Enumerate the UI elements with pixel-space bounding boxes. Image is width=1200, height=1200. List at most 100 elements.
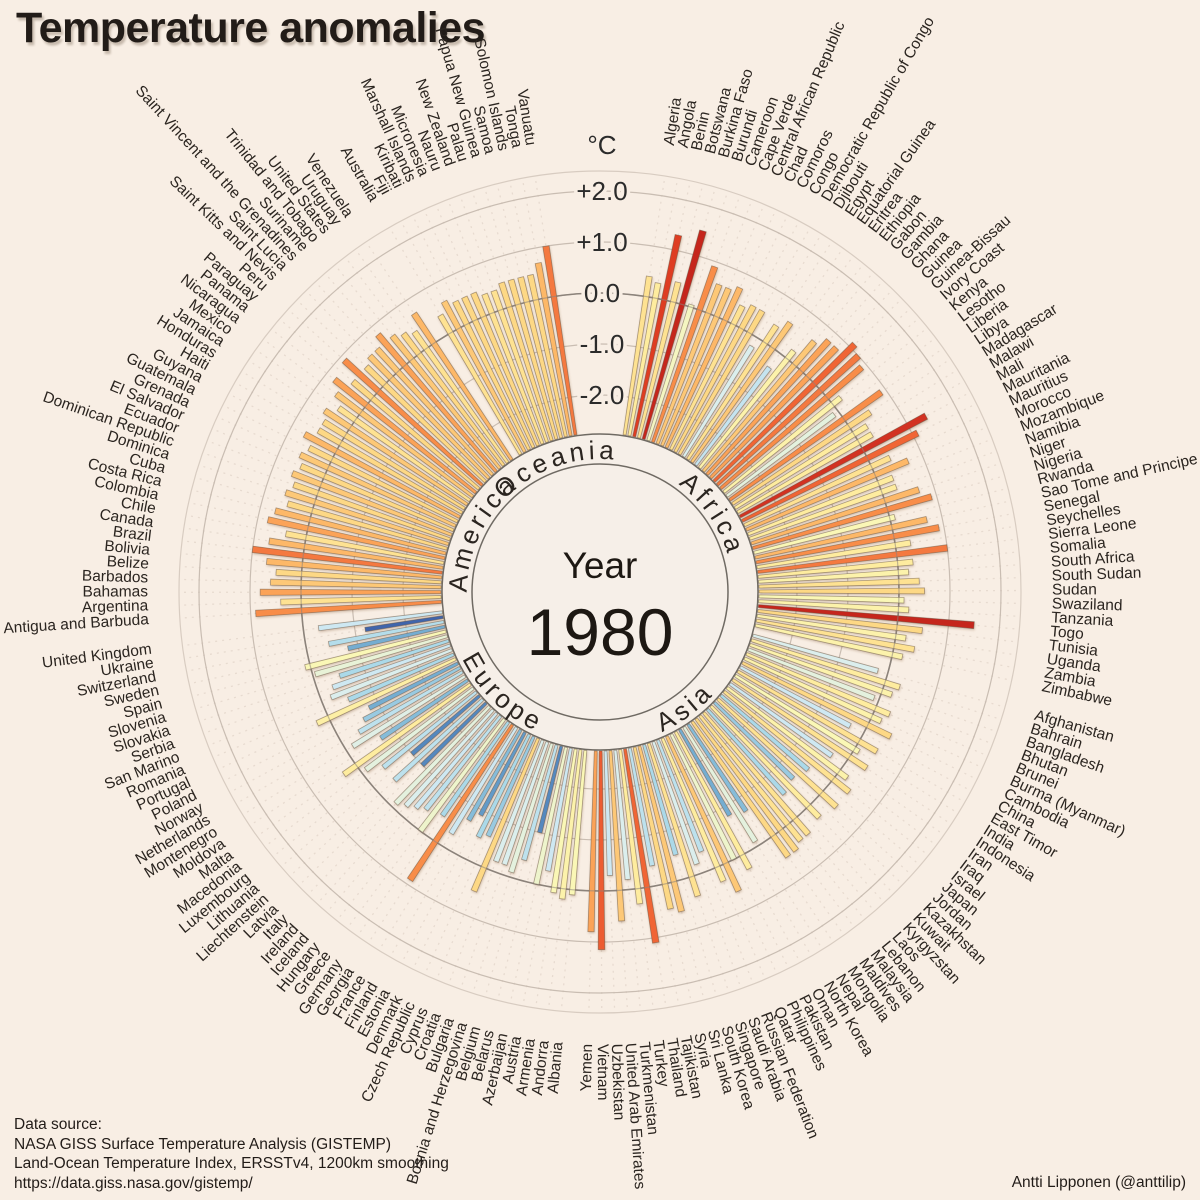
bar-japan (719, 693, 811, 773)
bar-bahamas (259, 588, 442, 596)
bar-rwanda (753, 513, 896, 555)
country-label-south-sudan: South Sudan (1051, 565, 1141, 585)
country-label-sudan: Sudan (1052, 581, 1097, 598)
center-year-value: 1980 (527, 595, 674, 669)
bar-maldives (690, 720, 792, 859)
credit-text: Antti Lipponen (@anttilip) (1011, 1174, 1186, 1191)
bar-guinea (712, 341, 858, 483)
bar-uganda (756, 613, 907, 642)
bar-jamaica (322, 407, 469, 507)
bar-benin (632, 234, 683, 438)
bar-serbia (331, 643, 452, 691)
bar-botswana (636, 281, 682, 439)
bar-ireland (403, 708, 495, 809)
bar-italy (393, 704, 492, 806)
bar-germany (439, 720, 511, 818)
bar-finland (466, 728, 523, 822)
bar-uzbekistan (603, 750, 613, 877)
bar-namibia (748, 483, 898, 541)
bar-swaziland (758, 594, 905, 604)
bar-netherlands (357, 670, 464, 735)
datasource-line: NASA GISS Surface Temperature Analysis (… (14, 1135, 392, 1153)
bar-suriname (375, 332, 498, 474)
bar-yemen (587, 750, 598, 933)
bar-turkmenistan (613, 749, 631, 881)
bar-montenegro (350, 674, 467, 749)
scale-labels: °C +2.0 +1.0 0.0 -1.0 -2.0 (573, 127, 631, 414)
datasource-line: https://data.giss.nasa.gov/gistemp/ (14, 1175, 253, 1193)
bar-niger (750, 486, 921, 546)
bar-norway (362, 665, 462, 723)
bar-afghanistan (752, 633, 879, 675)
bar-ethiopia (697, 348, 797, 470)
bar-saudi-arabia (651, 740, 700, 866)
bar-croatia (492, 739, 545, 863)
bar-liechtenstein (392, 697, 485, 783)
bar-sierra-leone (757, 544, 949, 574)
country-label-chile: Chile (119, 494, 157, 517)
bar-bhutan (747, 647, 876, 702)
bar-somalia (757, 558, 914, 579)
bar-libya (731, 409, 873, 506)
bar-south-africa (758, 568, 910, 584)
bar-jordan (716, 697, 839, 810)
bar-new-zealand (490, 289, 549, 444)
bar-cape-verde (655, 283, 723, 445)
bar-lesotho (725, 411, 837, 498)
bar-fiji (440, 299, 527, 454)
country-label-swaziland: Swaziland (1052, 595, 1123, 614)
bar-tajikistan (627, 747, 656, 867)
bar-argentina (280, 595, 442, 606)
bar-syria (632, 746, 674, 910)
country-label-andorra: Andorra (529, 1039, 553, 1096)
scale-tick-+2.0: +2.0 (576, 176, 627, 206)
country-label-tanzania: Tanzania (1051, 609, 1114, 630)
bar-dominica (284, 489, 450, 546)
bar-mongolia (686, 722, 749, 814)
bar-bolivia (265, 557, 443, 580)
bar-saint-kitts-and-nevis (363, 364, 488, 484)
bar-belgium (521, 744, 559, 862)
bar-austria (544, 747, 573, 872)
bar-philippines (665, 735, 742, 893)
bar-chad (664, 286, 744, 449)
bar-lebanon (698, 714, 804, 843)
scale-tick--2.0: -2.0 (580, 380, 625, 410)
bar-paraguay (350, 378, 481, 491)
bar-palau (498, 281, 554, 442)
country-label-brazil: Brazil (112, 523, 153, 545)
country-label-barbados: Barbados (82, 568, 149, 587)
bar-romania (347, 652, 455, 703)
country-label-argentina: Argentina (82, 597, 149, 616)
bar-marshall-islands (461, 295, 536, 449)
page-title: Temperature anomalies (16, 4, 486, 52)
bar-barbados (270, 578, 442, 590)
bar-nauru (481, 292, 545, 445)
bar-kazakhstan (712, 700, 796, 781)
bar-spain (304, 629, 447, 671)
bar-united-states (400, 331, 506, 467)
bar-andorra (558, 749, 583, 900)
bar-georgia (406, 723, 515, 883)
bar-guinea-bissau (715, 352, 862, 487)
bar-france (448, 726, 519, 836)
bar-israel (722, 689, 852, 795)
bar-cameroon (651, 265, 719, 444)
country-label-antigua-and-barbuda: Antigua and Barbuda (3, 611, 150, 637)
bar-china (738, 665, 852, 729)
bar-moldova (379, 678, 470, 741)
bar-mali (738, 412, 929, 519)
bar-belize (275, 568, 442, 585)
bar-samoa (517, 276, 564, 439)
bar-madagascar (733, 423, 870, 510)
bar-papua-new-guinea (507, 278, 559, 441)
bar-iran (728, 681, 834, 759)
bar-central-african-republic (660, 286, 732, 447)
bar-bangladesh (748, 642, 894, 698)
bar-lithuania (410, 694, 482, 757)
bar-haiti (316, 427, 464, 515)
bar-eritrea (694, 365, 772, 467)
bar-singapore (646, 742, 702, 898)
